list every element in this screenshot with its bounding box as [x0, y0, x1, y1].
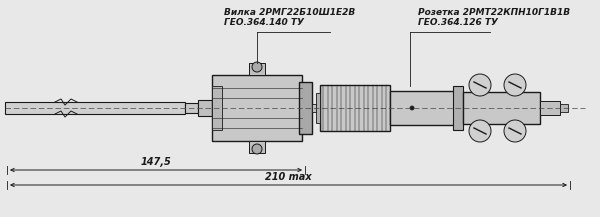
Bar	[299, 82, 312, 134]
Circle shape	[504, 120, 526, 142]
Bar	[390, 91, 455, 125]
Bar	[185, 103, 198, 113]
Bar	[198, 100, 212, 116]
Bar	[560, 104, 568, 112]
Circle shape	[252, 144, 262, 154]
Circle shape	[410, 106, 414, 110]
Circle shape	[469, 74, 491, 96]
Bar	[463, 92, 540, 124]
Bar	[212, 75, 302, 141]
Bar	[5, 102, 185, 114]
Bar	[540, 101, 560, 115]
Circle shape	[252, 62, 262, 72]
Text: Розетка 2РМТ22КПН10Г1В1В: Розетка 2РМТ22КПН10Г1В1В	[418, 8, 570, 17]
Bar	[312, 104, 320, 112]
Text: 147,5: 147,5	[140, 157, 172, 167]
Circle shape	[469, 120, 491, 142]
Bar	[453, 86, 463, 130]
Text: ГЕО.364.140 ТУ: ГЕО.364.140 ТУ	[224, 18, 304, 27]
Bar	[320, 85, 390, 131]
Text: Вилка 2РМГ22Б10Ш1Е2В: Вилка 2РМГ22Б10Ш1Е2В	[224, 8, 355, 17]
Text: ГЕО.364.126 ТУ: ГЕО.364.126 ТУ	[418, 18, 498, 27]
Bar	[249, 141, 265, 153]
Bar	[316, 93, 320, 123]
Circle shape	[504, 74, 526, 96]
Text: 210 max: 210 max	[265, 172, 311, 182]
Bar	[212, 86, 222, 130]
Bar	[249, 63, 265, 75]
